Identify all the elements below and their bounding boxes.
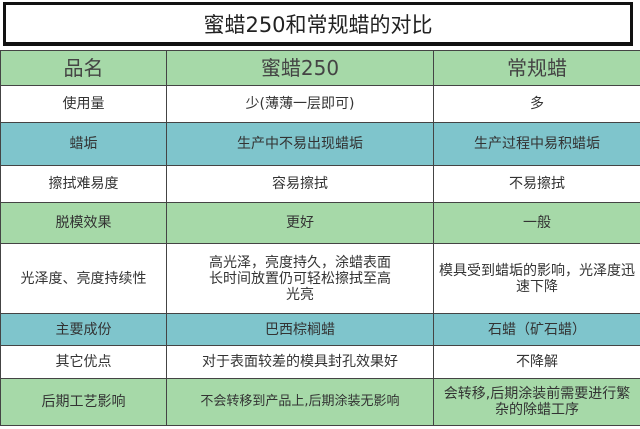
- cell: 不易擦拭: [433, 165, 640, 203]
- cell: 高光泽，亮度持久，涂蜡表面长时间放置仍可轻松擦拭至高光亮: [166, 243, 434, 314]
- cell: 生产中不易出现蜡垢: [166, 122, 434, 166]
- table-row: 使用量 少(薄薄一层即可) 多: [0, 85, 640, 123]
- row-label: 擦拭难易度: [0, 165, 167, 203]
- row-label: 光泽度、亮度持续性: [0, 243, 167, 314]
- header-cell: 蜜蜡250: [166, 50, 434, 86]
- row-label: 脱模效果: [0, 202, 167, 244]
- cell: 模具受到蜡垢的影响，光泽度迅速下降: [433, 243, 640, 314]
- row-label: 主要成份: [0, 313, 167, 346]
- row-label: 后期工艺影响: [0, 378, 167, 426]
- table-title: 蜜蜡250和常规蜡的对比: [3, 2, 633, 46]
- table-row: 蜡垢 生产中不易出现蜡垢 生产过程中易积蜡垢: [0, 122, 640, 166]
- table-row: 其它优点 对于表面较差的模具封孔效果好 不降解: [0, 345, 640, 379]
- row-label: 使用量: [0, 85, 167, 123]
- header-cell: 品名: [0, 50, 167, 86]
- cell: 不降解: [433, 345, 640, 379]
- row-label: 蜡垢: [0, 122, 167, 166]
- cell: 生产过程中易积蜡垢: [433, 122, 640, 166]
- table-row: 光泽度、亮度持续性 高光泽，亮度持久，涂蜡表面长时间放置仍可轻松擦拭至高光亮 模…: [0, 243, 640, 314]
- table-row: 后期工艺影响 不会转移到产品上,后期涂装无影响 会转移,后期涂装前需要进行繁杂的…: [0, 378, 640, 426]
- cell: 巴西棕榈蜡: [166, 313, 434, 346]
- cell: 少(薄薄一层即可): [166, 85, 434, 123]
- cell: 对于表面较差的模具封孔效果好: [166, 345, 434, 379]
- table-row: 擦拭难易度 容易擦拭 不易擦拭: [0, 165, 640, 203]
- cell: 不会转移到产品上,后期涂装无影响: [166, 378, 434, 426]
- table-row: 脱模效果 更好 一般: [0, 202, 640, 244]
- cell: 多: [433, 85, 640, 123]
- header-row: 品名 蜜蜡250 常规蜡: [0, 50, 640, 86]
- comparison-table: 品名 蜜蜡250 常规蜡 使用量 少(薄薄一层即可) 多 蜡垢 生产中不易出现蜡…: [0, 50, 640, 426]
- cell: 一般: [433, 202, 640, 244]
- cell: 会转移,后期涂装前需要进行繁杂的除蜡工序: [433, 378, 640, 426]
- cell: 容易擦拭: [166, 165, 434, 203]
- header-cell: 常规蜡: [433, 50, 640, 86]
- row-label: 其它优点: [0, 345, 167, 379]
- table-row: 主要成份 巴西棕榈蜡 石蜡（矿石蜡）: [0, 313, 640, 346]
- cell: 石蜡（矿石蜡）: [433, 313, 640, 346]
- cell: 更好: [166, 202, 434, 244]
